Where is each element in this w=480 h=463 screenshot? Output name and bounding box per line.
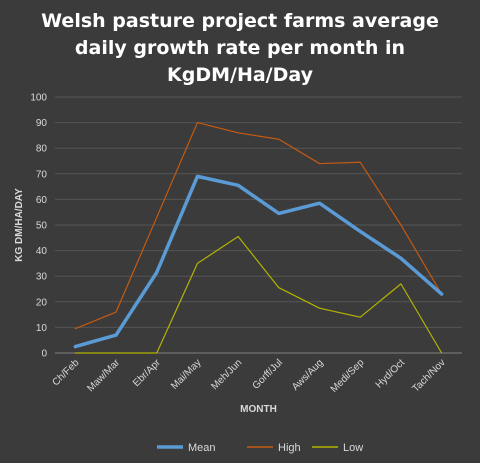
y-tick-label: 100 bbox=[30, 93, 47, 104]
x-tick-label: Ebr/Apr bbox=[131, 357, 163, 389]
y-tick-label: 30 bbox=[36, 272, 48, 283]
series-line-mean bbox=[73, 174, 444, 349]
series-line-high bbox=[74, 121, 443, 330]
series-line-low bbox=[74, 235, 443, 354]
y-tick-label: 50 bbox=[36, 221, 48, 232]
x-tick-label: Medi/Sep bbox=[329, 357, 367, 395]
y-tick-label: 60 bbox=[36, 195, 48, 206]
y-tick-label: 10 bbox=[36, 323, 48, 334]
x-tick-label: Aws/Aug bbox=[290, 357, 326, 393]
y-tick-label: 0 bbox=[41, 349, 47, 360]
x-tick-label: Hyd/Oct bbox=[374, 357, 407, 390]
y-tick-label: 20 bbox=[36, 297, 48, 308]
y-tick-label: 90 bbox=[36, 118, 48, 129]
chart-title-line-2: daily growth rate per month in bbox=[74, 37, 406, 59]
chart-title-line-3: KgDM/Ha/Day bbox=[167, 64, 313, 86]
y-tick-label: 40 bbox=[36, 246, 48, 257]
x-tick-label: Maw/Mar bbox=[85, 357, 122, 394]
x-tick-label: Meh/Jun bbox=[209, 357, 244, 392]
y-tick-label: 80 bbox=[36, 144, 48, 155]
chart-title: Welsh pasture project farms average dail… bbox=[0, 8, 480, 89]
y-axis-title: KG DM/HA/DAY bbox=[14, 188, 25, 262]
y-tick-label: 70 bbox=[36, 169, 48, 180]
x-tick-label: Tach/Nov bbox=[411, 357, 448, 394]
chart-title-line-1: Welsh pasture project farms average bbox=[41, 10, 439, 32]
legend-label-mean: Mean bbox=[188, 442, 216, 454]
x-tick-label: Ch/Feb bbox=[51, 357, 82, 388]
legend-label-high: High bbox=[278, 442, 301, 454]
legend-label-low: Low bbox=[343, 442, 363, 454]
x-tick-label: Gorff/Jul bbox=[251, 357, 285, 391]
x-tick-label: Mai/May bbox=[169, 357, 204, 392]
x-axis-title: MONTH bbox=[240, 404, 277, 415]
